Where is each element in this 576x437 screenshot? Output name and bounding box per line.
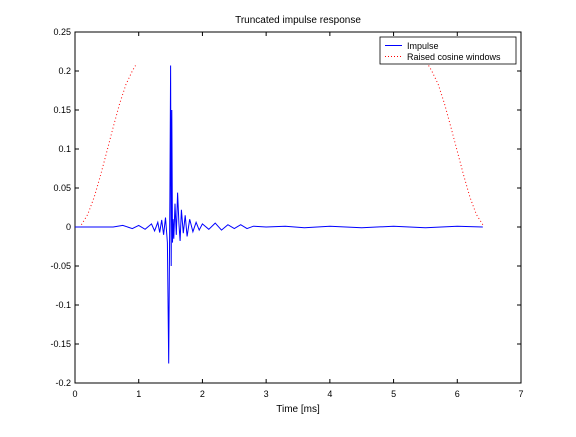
y-tick-label: 0.2 xyxy=(58,66,71,76)
y-tick-label: -0.05 xyxy=(50,261,71,271)
y-axis-ticks: -0.2 -0.15 -0.1 -0.05 0 0.05 0.1 0.15 0.2 0.25 xyxy=(50,27,521,388)
legend: Impulse Raised cosine windows xyxy=(379,36,517,65)
x-axis-ticks: 0 1 2 3 4 5 6 7 xyxy=(72,32,524,399)
chart-title: Truncated impulse response xyxy=(235,15,361,26)
impulse-line xyxy=(75,65,483,364)
y-tick-label: -0.1 xyxy=(55,300,71,310)
x-tick-label: 0 xyxy=(72,389,77,399)
y-tick-label: 0.1 xyxy=(58,144,71,154)
x-tick-label: 3 xyxy=(264,389,269,399)
legend-label-raised-cosine: Raised cosine windows xyxy=(407,52,501,62)
legend-label-impulse: Impulse xyxy=(407,41,439,51)
y-tick-label: 0 xyxy=(66,222,71,232)
y-tick-label: 0.05 xyxy=(53,183,71,193)
x-tick-label: 5 xyxy=(391,389,396,399)
raised-cosine-window-line-0 xyxy=(80,65,136,225)
y-tick-label: -0.2 xyxy=(55,378,71,388)
x-tick-label: 6 xyxy=(455,389,460,399)
y-tick-label: 0.25 xyxy=(53,27,71,37)
y-tick-label: 0.15 xyxy=(53,105,71,115)
plot-area xyxy=(74,31,522,384)
legend-box xyxy=(379,36,517,65)
x-tick-label: 7 xyxy=(518,389,523,399)
x-tick-label: 4 xyxy=(327,389,332,399)
x-axis-label: Time [ms] xyxy=(276,404,320,415)
series-layer xyxy=(75,65,484,364)
raised-cosine-window-line-1 xyxy=(428,65,484,225)
x-tick-label: 2 xyxy=(200,389,205,399)
y-tick-label: -0.15 xyxy=(50,339,71,349)
x-tick-label: 1 xyxy=(136,389,141,399)
